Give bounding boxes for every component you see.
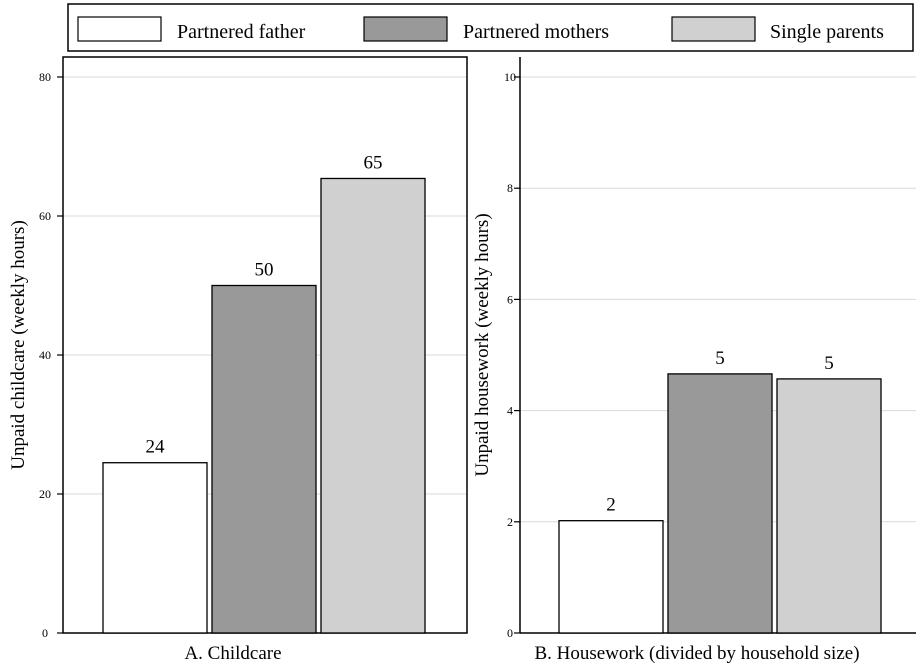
panel-housework: Unpaid housework (weekly hours) B. House… — [472, 57, 916, 663]
legend-label-single-parents: Single parents — [770, 21, 884, 43]
y-tick-label: 2 — [507, 515, 513, 529]
legend-label-partnered-father: Partnered father — [177, 21, 306, 43]
bar-data-label: 5 — [824, 353, 834, 374]
y-tick-label: 0 — [507, 626, 513, 640]
y-tick-label: 8 — [507, 181, 513, 195]
legend-frame — [67, 3, 914, 52]
panel-childcare: Unpaid childcare (weekly hours) A. Child… — [8, 56, 468, 663]
x-axis-label: A. Childcare — [184, 643, 281, 663]
bar — [211, 284, 317, 634]
legend-swatch-single-parents — [671, 16, 756, 42]
y-tick-label: 0 — [42, 626, 48, 640]
bar — [558, 520, 664, 634]
legend-swatch-partnered-mothers — [363, 16, 448, 42]
y-axis-label: Unpaid housework (weekly hours) — [472, 213, 493, 476]
legend-swatch-partnered-father — [77, 16, 162, 42]
y-tick-label: 6 — [507, 292, 513, 306]
legend: Partnered father Partnered mothers Singl… — [67, 3, 914, 52]
bar — [320, 177, 426, 634]
y-tick-label: 4 — [507, 404, 513, 418]
legend-label-partnered-mothers: Partnered mothers — [463, 21, 609, 43]
y-tick-label: 60 — [39, 209, 51, 223]
bar-data-label: 2 — [606, 495, 616, 516]
y-axis-label: Unpaid childcare (weekly hours) — [8, 220, 29, 470]
bar — [776, 378, 882, 634]
y-tick-label: 40 — [39, 348, 51, 362]
bar-data-label: 24 — [146, 437, 166, 458]
bar — [102, 462, 208, 634]
y-tick-label: 10 — [504, 70, 516, 84]
x-axis-label: B. Housework (divided by household size) — [534, 643, 859, 663]
y-tick-label: 20 — [39, 487, 51, 501]
bar-data-label: 50 — [255, 260, 274, 281]
bar-data-label: 65 — [364, 152, 383, 173]
y-tick-label: 80 — [39, 70, 51, 84]
bar — [667, 373, 773, 634]
bar-data-label: 5 — [715, 348, 725, 369]
